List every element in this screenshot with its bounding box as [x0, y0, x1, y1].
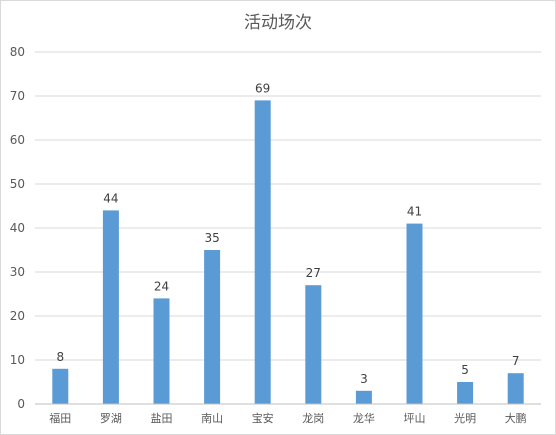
bar-3 [204, 250, 221, 404]
y-axis-tick-labels: 0 10 20 30 40 50 60 70 80 [10, 45, 25, 411]
data-label: 3 [360, 372, 368, 386]
data-label: 7 [512, 354, 520, 368]
x-tick-label: 罗湖 [100, 412, 122, 425]
bars [52, 100, 524, 405]
y-tick-label: 80 [10, 45, 25, 59]
y-tick-label: 50 [10, 177, 25, 191]
data-label: 8 [56, 350, 64, 364]
data-label: 41 [407, 205, 422, 219]
bar-5 [305, 285, 322, 404]
bar-1 [102, 210, 119, 404]
x-tick-label: 大鹏 [505, 411, 527, 425]
bar-9 [507, 373, 524, 404]
bar-8 [457, 382, 474, 404]
bar-4 [254, 100, 271, 405]
x-tick-label: 坪山 [404, 412, 426, 425]
bar-0 [52, 368, 69, 404]
y-tick-label: 20 [10, 309, 25, 323]
x-tick-label: 龙岗 [302, 412, 324, 425]
x-tick-label: 龙华 [353, 411, 375, 425]
y-tick-label: 40 [10, 221, 25, 235]
data-label: 27 [306, 266, 321, 280]
y-tick-label: 60 [10, 133, 25, 147]
x-axis-tick-labels: 福田 罗湖 盐田 南山 宝安 龙岗 龙华 坪山 光明 大鹏 [49, 411, 526, 425]
gridlines [35, 51, 541, 361]
chart-title: 活动场次 [244, 13, 312, 33]
y-tick-label: 70 [10, 89, 25, 103]
y-tick-label: 10 [10, 353, 25, 367]
data-label: 5 [461, 363, 469, 377]
y-tick-label: 30 [10, 265, 25, 279]
y-tick-label: 0 [17, 397, 25, 411]
bar-2 [153, 298, 170, 404]
data-label: 69 [255, 81, 270, 95]
data-label: 44 [103, 191, 118, 205]
x-tick-label: 光明 [454, 411, 476, 425]
bar-6 [355, 390, 372, 404]
x-tick-label: 南山 [201, 412, 223, 425]
data-labels: 8 44 24 35 69 27 3 41 5 7 [56, 81, 519, 385]
x-tick-label: 盐田 [151, 412, 173, 425]
x-tick-label: 宝安 [252, 411, 274, 425]
bar-7 [406, 223, 423, 404]
data-label: 35 [204, 231, 219, 245]
x-tick-label: 福田 [49, 411, 71, 425]
data-label: 24 [154, 279, 169, 293]
